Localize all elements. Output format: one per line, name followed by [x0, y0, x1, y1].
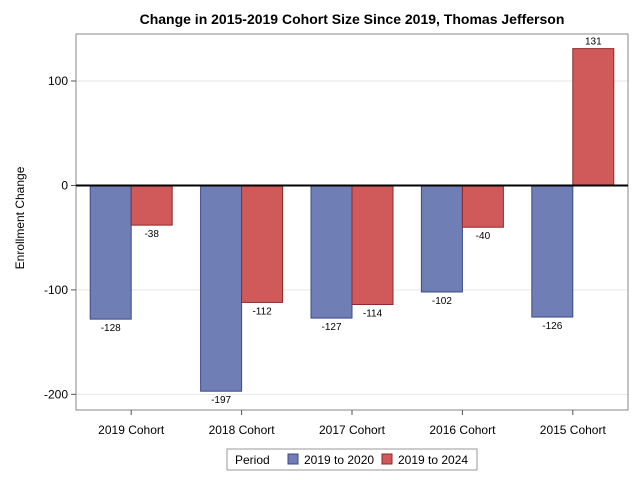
- y-tick-label: -100: [44, 283, 68, 297]
- bar: [531, 184, 574, 318]
- data-label: -128: [101, 323, 121, 334]
- data-label: -114: [363, 309, 383, 320]
- data-label: -112: [252, 306, 272, 317]
- plot-area: -200 -100 0 100 -128 -38 2019 Cohort -197 -112 20…: [44, 33, 629, 437]
- y-tick-label: 100: [48, 74, 68, 88]
- legend-entry: 2019 to 2020: [304, 453, 374, 467]
- chart-title: Change in 2015-2019 Cohort Size Since 20…: [140, 11, 565, 27]
- data-label: -126: [542, 321, 562, 332]
- bar: [89, 184, 132, 320]
- data-label: 131: [585, 37, 602, 48]
- data-label: -40: [476, 231, 491, 242]
- x-tick-label: 2018 Cohort: [209, 423, 276, 437]
- bar: [461, 184, 504, 228]
- data-label: -197: [211, 395, 231, 406]
- bar: [420, 184, 463, 293]
- x-tick-label: 2015 Cohort: [540, 423, 607, 437]
- legend-swatch: [381, 453, 393, 465]
- y-axis-label: Enrollment Change: [13, 166, 27, 269]
- legend-swatch: [287, 453, 299, 465]
- data-label: -102: [432, 296, 452, 307]
- legend: Period 2019 to 2020 2019 to 2024: [226, 448, 478, 471]
- bar: [241, 184, 284, 303]
- bar: [572, 48, 615, 186]
- bar: [200, 184, 243, 392]
- x-tick-label: 2017 Cohort: [319, 423, 386, 437]
- legend-title: Period: [235, 453, 270, 467]
- bar: [351, 184, 394, 306]
- y-tick-label: -200: [44, 387, 68, 401]
- bar: [130, 184, 173, 226]
- legend-entry: 2019 to 2024: [398, 453, 468, 467]
- x-tick-label: 2016 Cohort: [429, 423, 496, 437]
- data-label: -127: [321, 322, 341, 333]
- y-tick-label: 0: [61, 178, 68, 192]
- bar: [310, 184, 353, 319]
- x-tick-label: 2019 Cohort: [98, 423, 165, 437]
- data-label: -38: [144, 229, 159, 240]
